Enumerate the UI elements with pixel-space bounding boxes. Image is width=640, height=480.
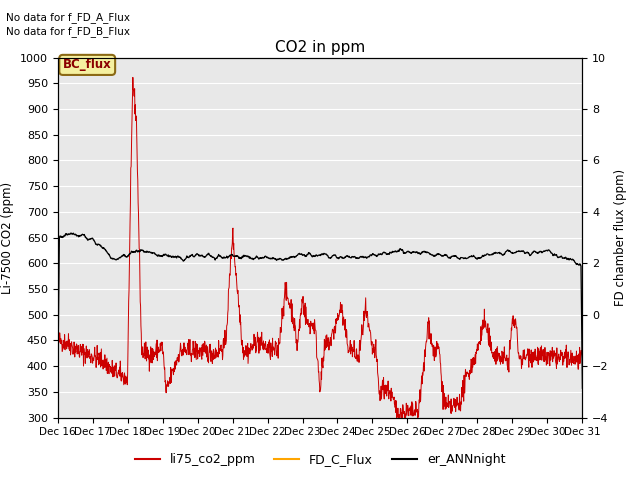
Y-axis label: Li-7500 CO2 (ppm): Li-7500 CO2 (ppm) (1, 181, 14, 294)
Legend: li75_co2_ppm, FD_C_Flux, er_ANNnight: li75_co2_ppm, FD_C_Flux, er_ANNnight (130, 448, 510, 471)
Y-axis label: FD chamber flux (ppm): FD chamber flux (ppm) (614, 169, 627, 306)
Text: BC_flux: BC_flux (63, 59, 111, 72)
Text: No data for f_FD_A_Flux: No data for f_FD_A_Flux (6, 12, 131, 23)
Text: No data for f_FD_B_Flux: No data for f_FD_B_Flux (6, 26, 131, 37)
Title: CO2 in ppm: CO2 in ppm (275, 40, 365, 55)
